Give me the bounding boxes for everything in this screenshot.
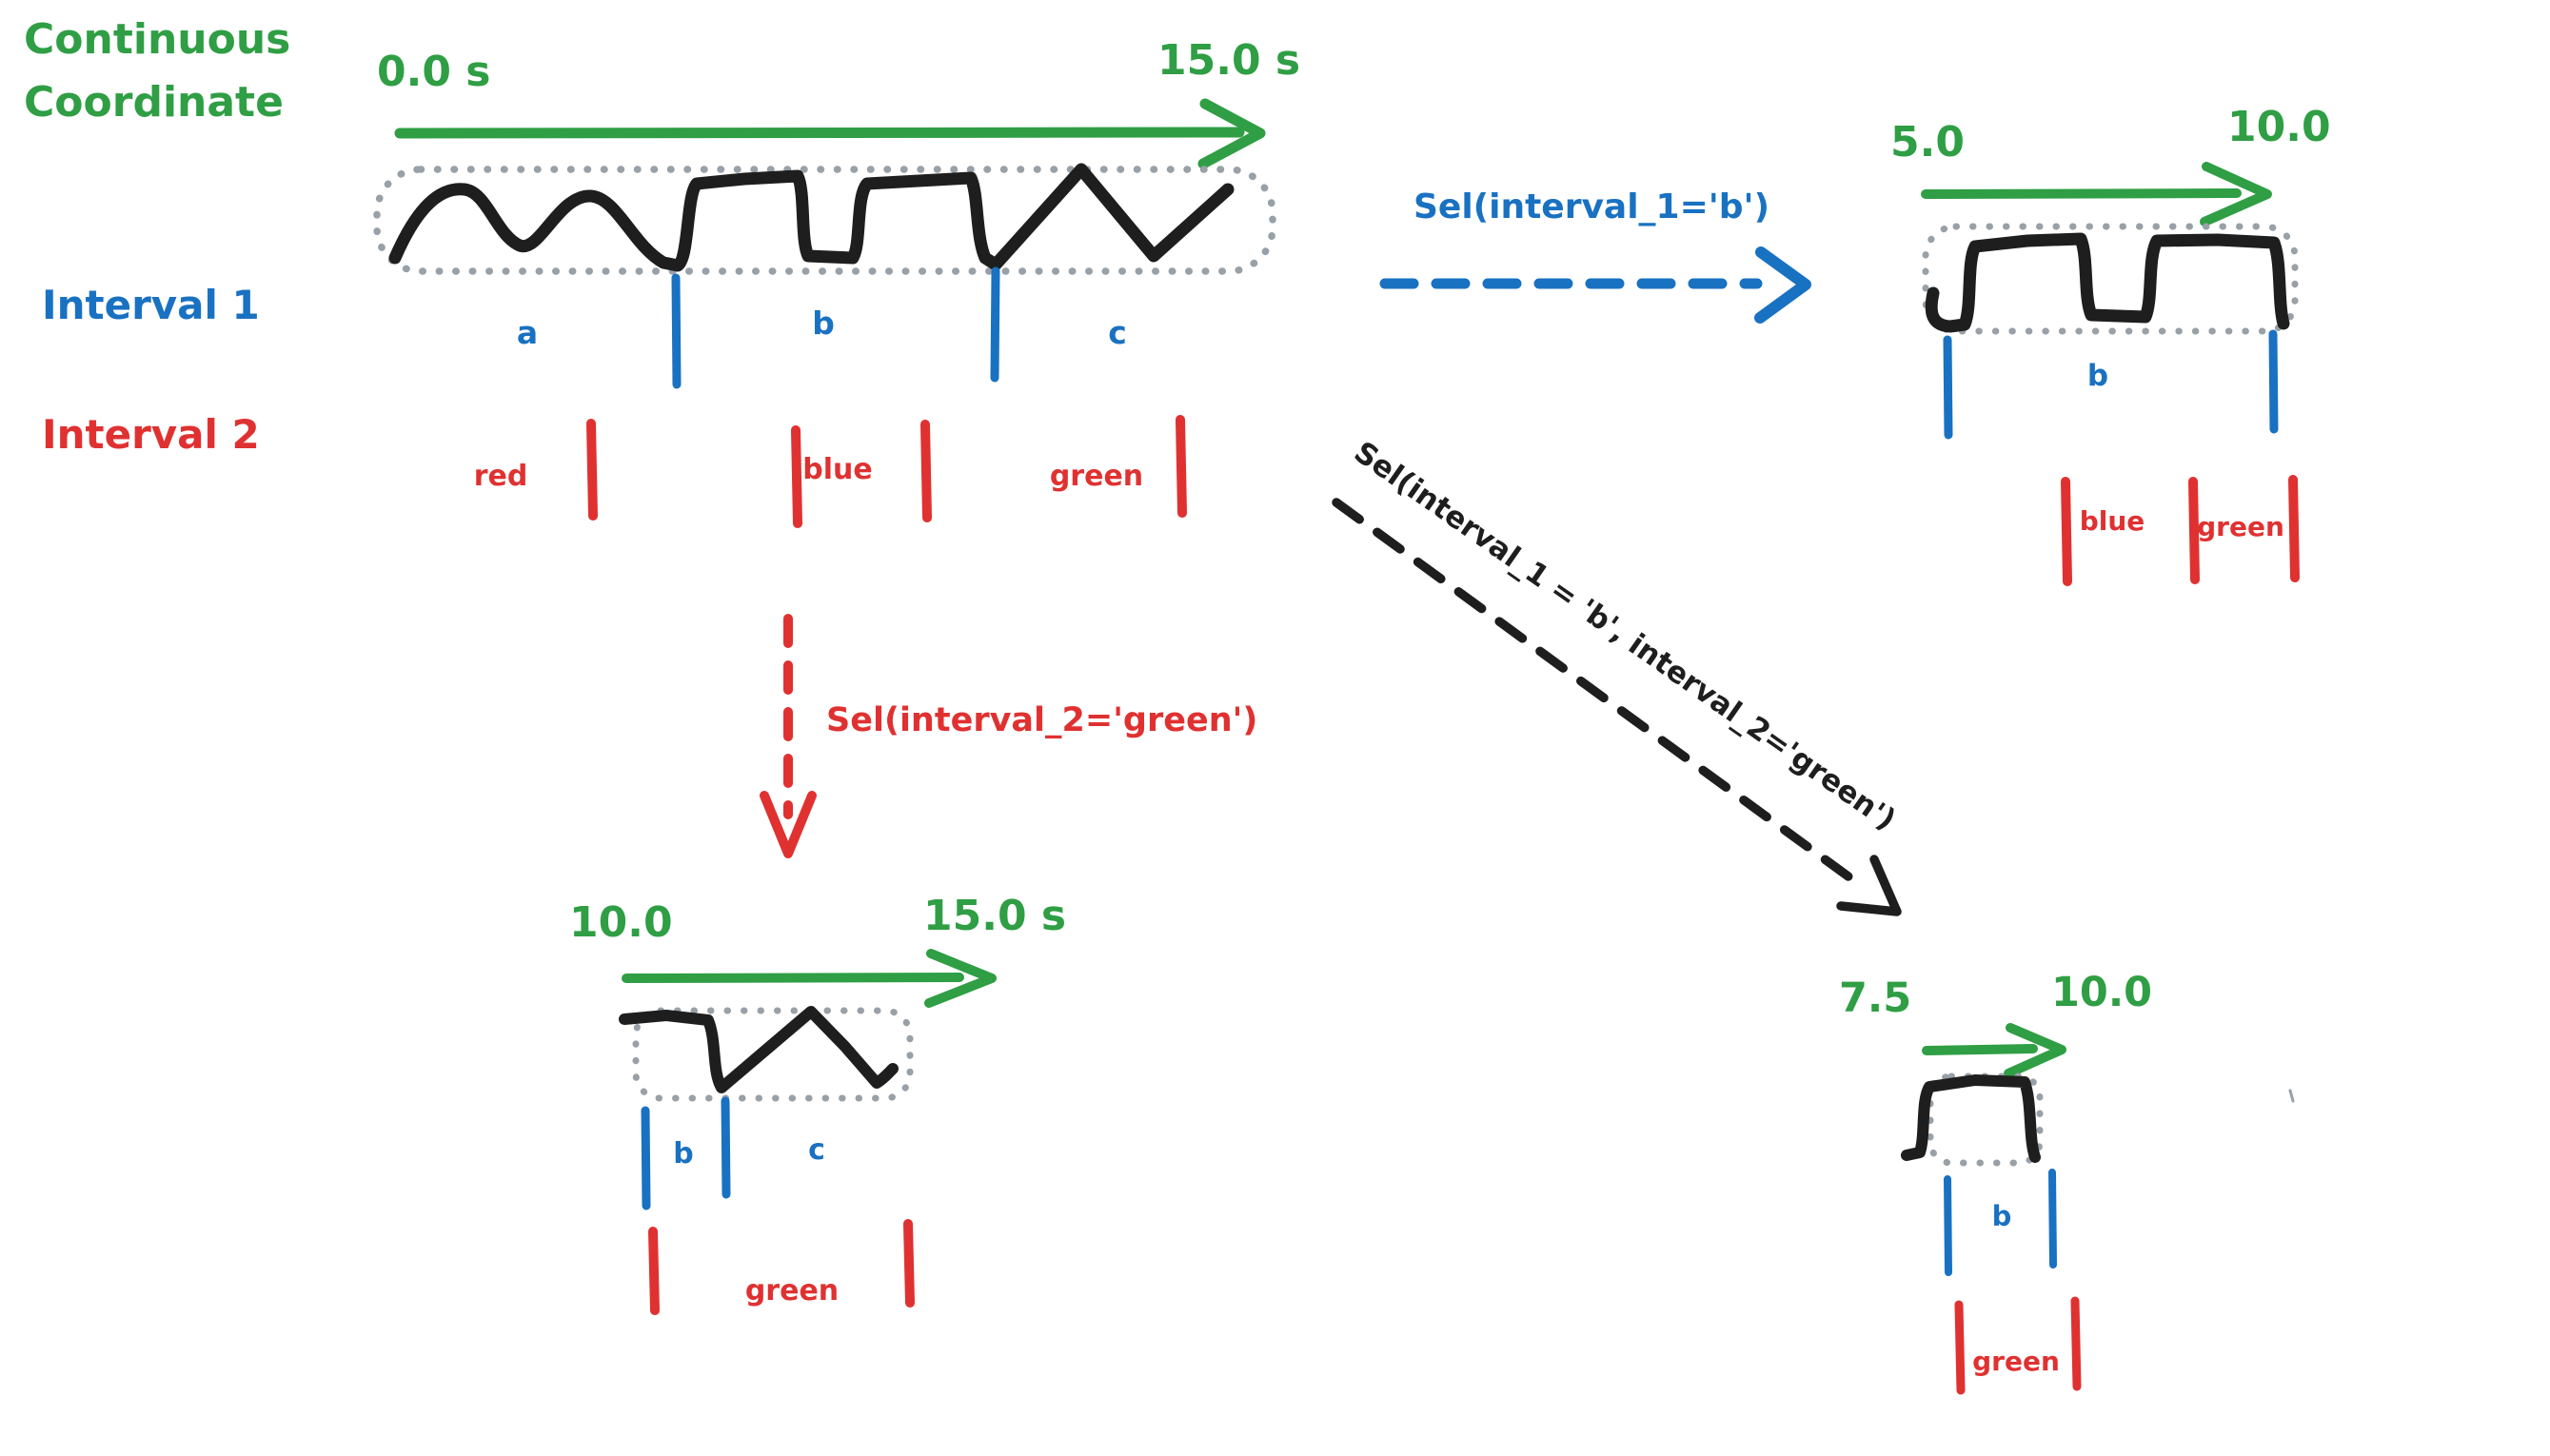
br-interval1-label-b: b: [1991, 1200, 2012, 1232]
subplot-top-right-strokes: [1921, 162, 2300, 586]
main-interval1-label-c: c: [1108, 314, 1127, 351]
interval2-tick: [2188, 477, 2200, 584]
sel-red-label: Sel(interval_2='green'): [826, 701, 1258, 739]
main-timeline-arrow: [394, 98, 1266, 169]
tr-axis-start-label: 5.0: [1890, 118, 1965, 167]
interval2-tick: [2288, 475, 2300, 582]
sel-red-arrowhead-icon: [760, 791, 817, 858]
main-interval1-label-a: a: [516, 314, 539, 351]
row-label-coordinate-line2: Coordinate: [24, 78, 284, 127]
interval2-tick: [648, 1227, 660, 1315]
sel-blue-arrow: [1379, 246, 1811, 324]
tr-interval2-label-green: green: [2197, 511, 2284, 542]
tr-interval1-label-b: b: [2086, 359, 2109, 393]
br-interval2-label-green: green: [1972, 1346, 2060, 1377]
br-axis-end-label: 10.0: [2051, 969, 2153, 1016]
bl-interval1-label-b: b: [673, 1137, 694, 1171]
main-interval2-ticks: [586, 415, 1187, 528]
interval1-tick: [641, 1106, 651, 1210]
interval1-tick: [2048, 1169, 2057, 1269]
subplot-bottom-left-strokes: [619, 949, 997, 1315]
sel-red-arrow: [760, 614, 817, 858]
bl-interval2-label-green: green: [744, 1274, 840, 1308]
subplot-bottom-right-strokes: [1901, 1023, 2295, 1395]
tr-interval2-label-blue: blue: [2079, 505, 2145, 537]
interval2-tick: [791, 425, 802, 528]
timeline-arrowhead-icon: [2200, 162, 2272, 226]
main-signal-waveform: [388, 163, 1235, 272]
timeline-axis-line: [622, 973, 964, 983]
timeline-arrowhead-icon: [2004, 1023, 2066, 1078]
signal-dotted-box: [1922, 223, 2299, 335]
interval1-tick: [721, 1096, 731, 1199]
sel-black-arrowhead-icon: [1836, 855, 1902, 916]
bl-axis-end-label: 15.0 s: [923, 892, 1067, 940]
sel-blue-label: Sel(interval_1='b'): [1413, 187, 1770, 226]
main-axis-end-label: 15.0 s: [1157, 36, 1301, 85]
signal-waveform: [1901, 1074, 2041, 1163]
bl-interval1-label-c: c: [808, 1133, 825, 1167]
interval1-tick: [1943, 335, 1953, 440]
main-interval2-label-red: red: [473, 460, 528, 493]
main-signal-dotted-box: [373, 166, 1276, 275]
interval1-tick: [1944, 1175, 1952, 1276]
timeline-axis-line: [394, 127, 1245, 139]
interval2-tick: [1176, 415, 1187, 518]
sel-black-arrow: [1332, 498, 1902, 916]
timeline-axis-line: [1921, 188, 2242, 199]
sel-black-dashed-line: [1332, 498, 1861, 887]
interval1-tick: [2268, 329, 2279, 434]
interval1-tick: [990, 266, 1000, 383]
interval2-tick: [2061, 477, 2072, 586]
timeline-axis-line: [1922, 1044, 2038, 1055]
row-label-interval1: Interval 1: [42, 282, 260, 328]
interval2-tick: [903, 1219, 915, 1308]
tr-axis-end-label: 10.0: [2227, 103, 2331, 151]
interval1-tick: [671, 273, 682, 389]
interval2-tick: [1954, 1300, 1966, 1395]
interval2-tick: [920, 420, 932, 522]
br-axis-start-label: 7.5: [1839, 974, 1912, 1022]
interval2-tick: [2070, 1296, 2082, 1391]
main-axis-start-label: 0.0 s: [377, 48, 491, 96]
timeline-arrowhead-icon: [924, 949, 997, 1008]
sel-blue-arrowhead-icon: [1754, 246, 1811, 324]
main-interval2-label-green: green: [1049, 460, 1144, 493]
row-label-interval2: Interval 2: [42, 411, 260, 458]
main-interval1-ticks: [671, 266, 1000, 389]
interval2-tick: [586, 419, 598, 521]
signal-waveform: [1925, 232, 2290, 333]
bl-axis-start-label: 10.0: [569, 898, 673, 947]
stray-mark: [2288, 1089, 2295, 1103]
main-interval1-label-b: b: [812, 305, 835, 342]
main-interval2-label-blue: blue: [802, 453, 873, 486]
row-label-coordinate-line1: Continuous: [24, 15, 291, 64]
timeline-arrowhead-icon: [1197, 98, 1266, 169]
signal-waveform: [619, 1006, 899, 1093]
signal-dotted-box: [632, 1007, 914, 1102]
